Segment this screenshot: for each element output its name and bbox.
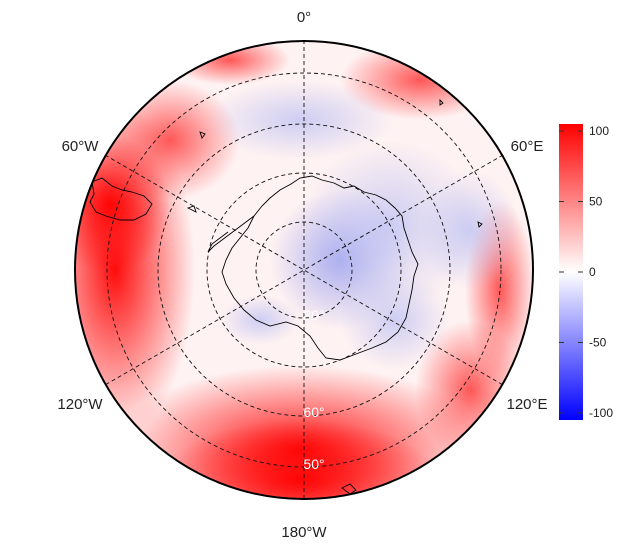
colorbar-tick-label: 0 bbox=[589, 265, 596, 279]
coastlines bbox=[89, 98, 483, 495]
lat-label-60: 60° bbox=[303, 404, 324, 420]
small-island-c bbox=[439, 98, 444, 106]
colorbar-ticks: 100 50 0 -50 -100 bbox=[559, 124, 613, 420]
lon-label-bottom: 180°W bbox=[281, 524, 327, 541]
lon-label-lower-right: 120°E bbox=[506, 396, 547, 413]
new-zealand-island bbox=[341, 483, 357, 495]
graticule bbox=[104, 41, 504, 499]
colorbar-tick-label: -50 bbox=[589, 335, 607, 349]
colorbar-tick-label: 100 bbox=[589, 124, 609, 138]
colorbar-tick-label: 50 bbox=[589, 195, 603, 209]
lat-label-80: 80° bbox=[303, 307, 324, 323]
antarctic-peninsula bbox=[207, 215, 255, 253]
map-frame bbox=[74, 40, 534, 500]
lon-label-upper-right: 60°E bbox=[511, 138, 544, 155]
small-island-b bbox=[199, 131, 206, 139]
lat-label-50: 50° bbox=[303, 456, 324, 472]
colorbar-tick-label: -100 bbox=[589, 406, 613, 420]
antarctica-coastline bbox=[221, 175, 419, 361]
lon-label-lower-left: 120°W bbox=[57, 396, 103, 413]
lon-label-upper-left: 60°W bbox=[62, 138, 100, 155]
colorbar: 100 50 0 -50 -100 bbox=[559, 124, 613, 420]
lon-label-top: 0° bbox=[297, 9, 311, 26]
south-america-tip bbox=[89, 177, 153, 221]
small-island-a bbox=[186, 205, 197, 213]
small-island-d bbox=[477, 221, 483, 228]
anomaly-field bbox=[75, 41, 533, 499]
